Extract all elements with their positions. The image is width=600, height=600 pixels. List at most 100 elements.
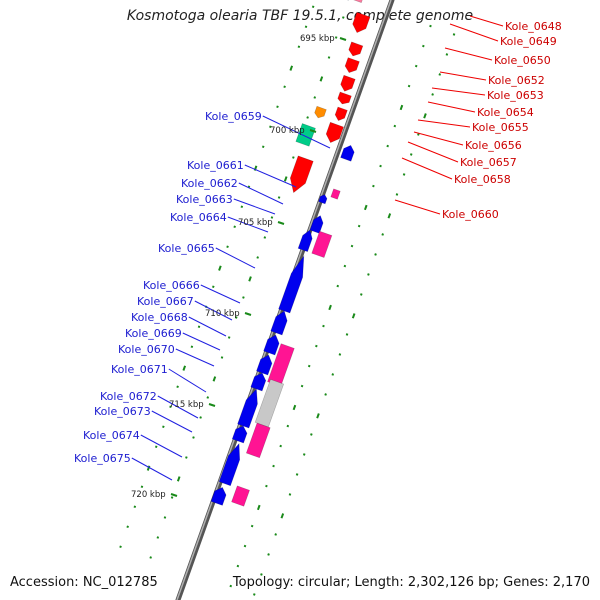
leader-line: [168, 368, 207, 393]
gene-labels: Kole_0648 Kole_0649 Kole_0650 Kole_0652 Kole…: [74, 20, 562, 465]
leader-line: [200, 284, 241, 304]
gene-label: Kole_0669: [125, 327, 182, 340]
tick-mark: [265, 484, 268, 488]
tick-mark: [199, 416, 202, 419]
tick-mark: [227, 336, 231, 339]
kbp-label: 695 kbp: [300, 34, 335, 44]
tick-mark: [220, 356, 224, 359]
leader-line: [238, 182, 284, 205]
gene-label: Kole_0659: [205, 110, 262, 123]
tick-mark: [409, 153, 413, 156]
tick-mark: [288, 493, 292, 496]
gene-kole-0674: [231, 425, 248, 444]
tick-mark: [235, 316, 238, 319]
gene-kole-0665: [278, 255, 305, 314]
gene-label: Kole_0665: [158, 242, 215, 255]
tick-mark: [218, 265, 222, 271]
tick-mark: [379, 164, 382, 168]
leader-line: [262, 115, 331, 149]
gene-label: Kole_0672: [100, 390, 157, 403]
leader-line: [157, 395, 199, 419]
gene-label: Kole_0656: [465, 139, 522, 152]
tick-mark: [212, 285, 215, 289]
tick-mark: [302, 453, 306, 456]
leader-line: [151, 410, 193, 433]
gene-label: Kole_0653: [487, 89, 544, 102]
tick-mark: [206, 396, 210, 399]
tick-mark: [429, 24, 432, 28]
tick-mark: [407, 84, 411, 88]
tick-mark: [319, 76, 324, 82]
tick-mark: [372, 184, 375, 188]
gene-label: Kole_0675: [74, 452, 131, 465]
tick-mark: [343, 264, 347, 268]
tick-mark: [146, 465, 151, 471]
tick-mark: [386, 144, 389, 148]
leader-line: [444, 47, 493, 61]
tick-mark: [452, 33, 456, 36]
gene-kole-0664b: [297, 229, 313, 253]
tick-mark: [393, 124, 397, 128]
tick-mark: [367, 273, 370, 276]
gene-label: Kole_0655: [472, 121, 529, 134]
tick-mark: [295, 473, 299, 476]
tick-mark: [331, 373, 335, 376]
tick-mark: [395, 193, 399, 196]
tick-mark: [176, 476, 181, 482]
leader-line: [413, 131, 464, 146]
gene-kole-0656: [334, 106, 348, 122]
gene-label: Kole_0648: [505, 20, 562, 33]
tick-mark: [242, 296, 245, 299]
tick-mark: [140, 485, 144, 489]
tick-mark: [192, 436, 195, 439]
gene-kole-0668: [263, 334, 280, 356]
gene-label: Kole_0658: [454, 173, 511, 186]
tick-mark: [119, 545, 122, 549]
gene-kole-0675: [231, 485, 250, 507]
tick-mark: [269, 125, 272, 129]
gene-kole-0660: [289, 155, 314, 194]
tick-mark: [322, 324, 325, 328]
tick-mark: [300, 384, 304, 388]
gene-kole-0655: [337, 91, 352, 105]
tick-mark: [279, 444, 282, 448]
tick-mark: [387, 213, 392, 219]
gene-kole-0650: [352, 11, 371, 34]
tick-mark: [297, 45, 301, 49]
tick-mark: [327, 56, 331, 59]
tick-mark: [283, 176, 288, 182]
tick-mark: [253, 593, 256, 596]
tick-mark: [422, 44, 425, 48]
kbp-label: 705 kbp: [238, 218, 273, 228]
tick-mark: [243, 544, 247, 548]
tick-mark: [289, 65, 294, 71]
topology-summary: Topology: circular; Length: 2,302,126 bp…: [232, 575, 590, 590]
tick-mark: [170, 496, 174, 499]
gene-label: Kole_0660: [442, 208, 499, 221]
gene-kole-0652: [348, 41, 364, 57]
tick-mark: [250, 524, 254, 528]
tick-mark: [381, 233, 384, 236]
leader-line: [215, 247, 256, 269]
leader-line: [401, 157, 453, 180]
kbp-label: 700 kbp: [270, 126, 305, 136]
tick-mark: [338, 353, 342, 356]
tick-mark: [270, 216, 274, 219]
tick-mark: [414, 64, 418, 68]
gene-features: [210, 0, 371, 507]
gene-kole-0655b: [314, 105, 327, 119]
tick-mark: [342, 16, 345, 19]
tick-mark: [313, 96, 317, 99]
tick-mark: [277, 196, 281, 199]
tick-mark: [263, 236, 267, 239]
tick-mark: [182, 365, 187, 371]
tick-mark: [423, 113, 427, 119]
leader-line: [244, 164, 297, 188]
tick-mark: [345, 333, 349, 336]
tick-mark: [357, 224, 361, 228]
tick-mark: [260, 573, 263, 576]
tick-mark: [286, 424, 290, 428]
tick-mark: [431, 93, 434, 96]
gene-label: Kole_0666: [143, 279, 200, 292]
